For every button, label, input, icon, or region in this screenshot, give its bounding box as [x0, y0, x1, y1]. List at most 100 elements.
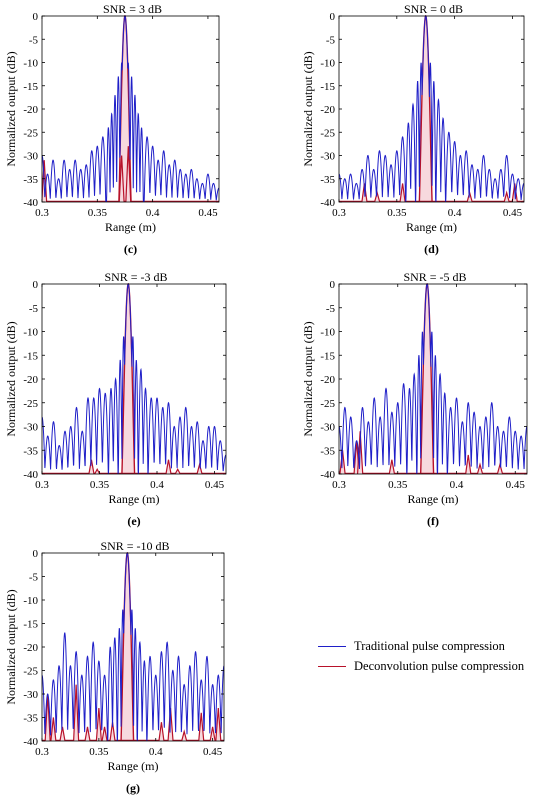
deconvolution-spike [198, 712, 205, 741]
chart-title: SNR = 0 dB [404, 2, 463, 16]
y-tick-label: -25 [23, 398, 38, 410]
y-tick-label: -40 [320, 469, 335, 481]
x-tick-label: 0.45 [205, 479, 225, 491]
y-tick-label: 0 [330, 11, 336, 23]
y-tick-label: -35 [23, 445, 38, 457]
chart-panel: 0 -5 -10 -15 -20 -25 -30 -35 -400.3 0.35 0.4 0.45 SN… [301, 2, 525, 256]
y-tick-label: -5 [29, 303, 39, 315]
deconvolution-spike [165, 459, 172, 474]
x-tick-label: 0.45 [198, 207, 218, 219]
traditional-curve [339, 15, 524, 202]
chart-title: SNR = 3 dB [103, 2, 162, 16]
x-axis-label: Range (m) [108, 759, 159, 773]
deconvolution-spike [118, 155, 125, 202]
y-tick-label: -15 [23, 619, 38, 631]
y-tick-label: -30 [320, 422, 335, 434]
legend-swatch-traditional [318, 645, 346, 647]
legend-item-traditional: Traditional pulse compression [318, 636, 550, 656]
traditional-curve [42, 283, 226, 474]
y-tick-label: -35 [23, 174, 38, 186]
deconvolution-spike [503, 190, 510, 202]
y-tick-label: -20 [320, 104, 335, 116]
y-tick-label: -5 [326, 34, 336, 46]
y-tick-label: -40 [23, 469, 38, 481]
y-tick-label: 0 [330, 279, 336, 291]
y-tick-label: -30 [23, 422, 38, 434]
y-tick-label: -5 [326, 303, 336, 315]
series-deconvolution [339, 283, 527, 474]
panel-label: (e) [127, 514, 140, 528]
x-tick-label: 0.35 [90, 479, 110, 491]
chart-panel: 0 -5 -10 -15 -20 -25 -30 -35 -400.3 0.35 0.4 0.45 SN… [4, 270, 227, 528]
y-tick-label: -30 [320, 151, 335, 163]
y-tick-label: -35 [320, 174, 335, 186]
legend: Traditional pulse compression Deconvolut… [318, 636, 550, 676]
legend-label-deconvolution: Deconvolution pulse compression [354, 658, 525, 673]
y-tick-label: -10 [23, 58, 38, 70]
x-tick-label: 0.3 [35, 207, 49, 219]
traditional-curve [42, 552, 224, 741]
y-tick-label: 0 [33, 11, 39, 23]
series-traditional [339, 283, 527, 474]
x-tick-label: 0.3 [35, 479, 49, 491]
deconvolution-spike [399, 183, 406, 202]
deconvolution-spike [94, 467, 101, 474]
deconvolution-spike [59, 726, 66, 741]
deconvolution-spike [215, 708, 222, 741]
x-tick-label: 0.4 [450, 479, 464, 491]
series-traditional [42, 552, 224, 741]
chart-title: SNR = -10 dB [100, 539, 169, 553]
y-axis-label: Normalized output (dB) [4, 321, 18, 436]
x-tick-label: 0.45 [506, 479, 526, 491]
y-tick-label: -5 [29, 572, 39, 584]
y-tick-label: -20 [320, 374, 335, 386]
y-tick-label: -35 [320, 445, 335, 457]
x-axis-label: Range (m) [105, 220, 156, 234]
series-deconvolution [42, 552, 224, 741]
y-tick-label: -30 [23, 689, 38, 701]
y-tick-label: -10 [320, 327, 335, 339]
y-tick-label: 0 [33, 279, 39, 291]
y-tick-label: -35 [23, 713, 38, 725]
series-traditional [42, 283, 226, 474]
x-tick-label: 0.35 [387, 207, 407, 219]
traditional-curve [42, 15, 219, 202]
deconvolution-spike [73, 684, 80, 741]
deconvolution-spike [84, 726, 91, 741]
y-tick-label: -25 [23, 127, 38, 139]
series-traditional [42, 15, 219, 202]
y-tick-label: -15 [320, 350, 335, 362]
y-tick-label: -25 [320, 398, 335, 410]
y-tick-label: -15 [23, 81, 38, 93]
x-tick-label: 0.4 [448, 207, 462, 219]
y-tick-label: -25 [23, 666, 38, 678]
y-tick-label: -20 [23, 642, 38, 654]
chart-panel: 0 -5 -10 -15 -20 -25 -30 -35 -400.3 0.35 0.4 0.45 SN… [4, 539, 225, 795]
chart-panel: 0 -5 -10 -15 -20 -25 -30 -35 -400.3 0.35 0.4 0.45 SN… [4, 2, 220, 256]
x-tick-label: 0.4 [149, 746, 163, 758]
y-axis-label: Normalized output (dB) [301, 321, 315, 436]
y-tick-label: -10 [320, 58, 335, 70]
y-tick-label: -15 [23, 350, 38, 362]
deconvolution-main-fill [121, 284, 136, 474]
deconvolution-spike [465, 454, 472, 474]
x-tick-label: 0.3 [332, 479, 346, 491]
deconvolution-spike [50, 717, 57, 741]
x-tick-label: 0.3 [35, 746, 49, 758]
x-tick-label: 0.35 [388, 479, 408, 491]
y-axis-label: Normalized output (dB) [301, 51, 315, 166]
panel-label: (g) [126, 781, 140, 795]
deconvolution-spike [181, 729, 188, 741]
legend-label-traditional: Traditional pulse compression [354, 638, 505, 653]
legend-swatch-deconvolution [318, 665, 346, 667]
y-tick-label: -10 [23, 327, 38, 339]
x-tick-label: 0.35 [89, 746, 109, 758]
y-tick-label: -40 [320, 197, 335, 209]
deconvolution-spike [209, 726, 216, 741]
y-tick-label: -20 [23, 374, 38, 386]
deconvolution-spike [174, 467, 181, 474]
y-tick-label: -20 [23, 104, 38, 116]
x-axis-label: Range (m) [109, 492, 160, 506]
chart-panel: 0 -5 -10 -15 -20 -25 -30 -35 -400.3 0.35 0.4 0.45 SN… [301, 270, 528, 528]
